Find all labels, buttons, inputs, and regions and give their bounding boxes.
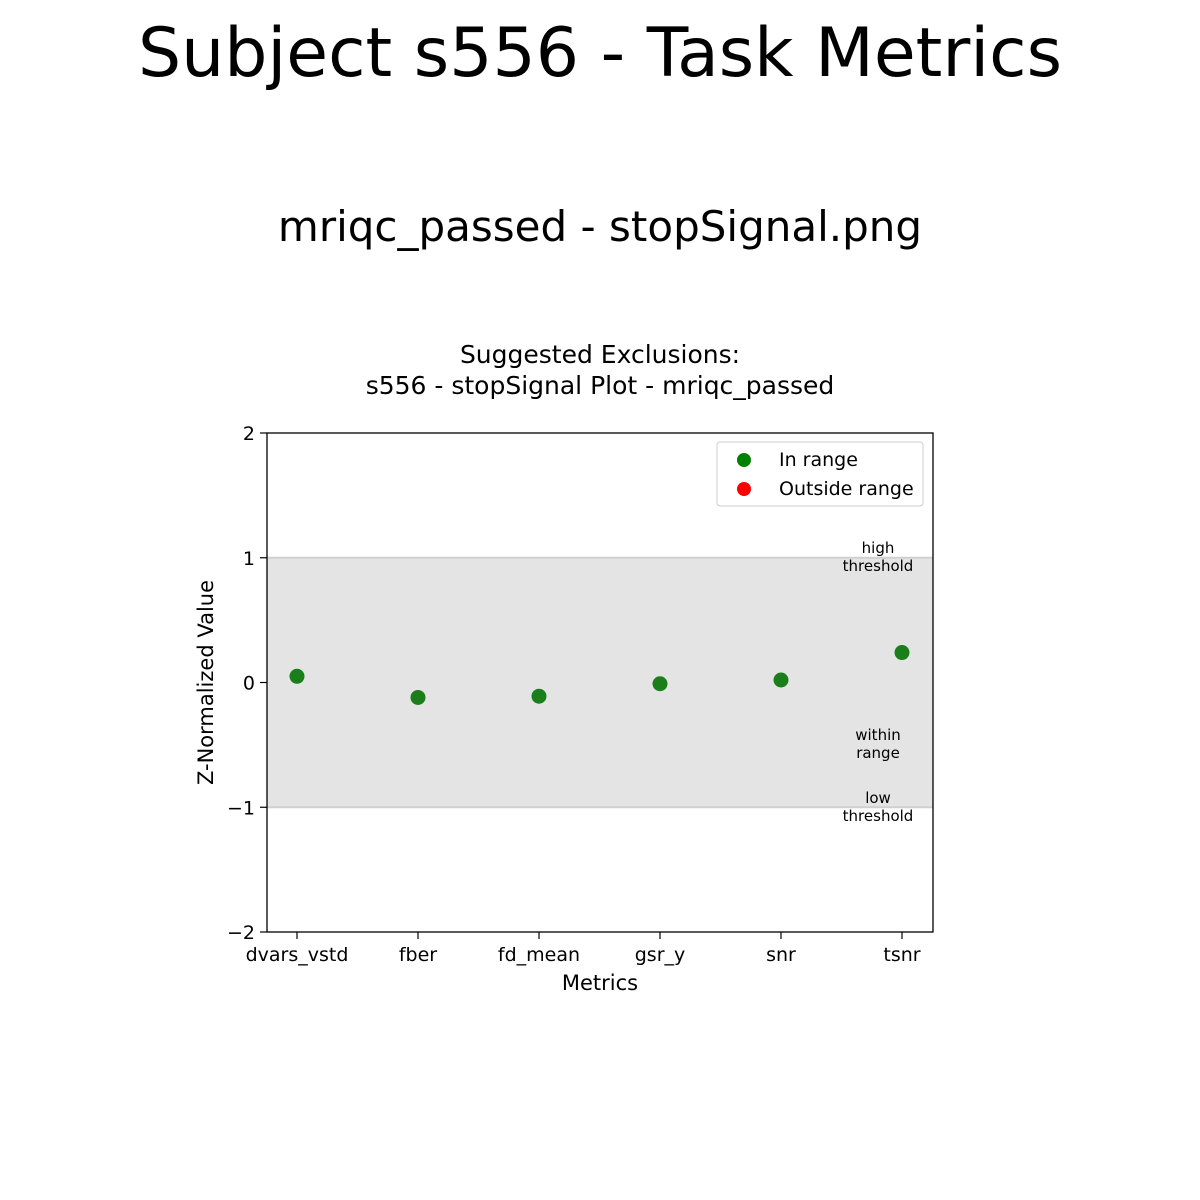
plot-file-title: mriqc_passed - stopSignal.png: [277, 202, 923, 251]
data-point-dvars_vstd: [289, 668, 305, 684]
annotation-low-1: low: [865, 789, 891, 807]
in-range-band: [267, 557, 933, 808]
chart-title-line-2: s556 - stopSignal Plot - mriqc_passed: [366, 371, 835, 400]
y-tick-label: −1: [227, 797, 255, 819]
legend-marker-outside-range: [737, 482, 751, 496]
annotation-within-2: range: [856, 744, 900, 762]
legend-marker-in-range: [737, 453, 751, 467]
legend-label-outside-range: Outside range: [779, 478, 914, 500]
x-tick-label: dvars_vstd: [246, 944, 349, 966]
x-axis: dvars_vstd fber fd_mean gsr_y snr tsnr: [246, 932, 921, 966]
x-axis-label: Metrics: [562, 971, 638, 995]
y-axis: 2 1 0 −1 −2: [227, 423, 267, 944]
x-tick-label: fber: [399, 944, 437, 966]
annotation-low-2: threshold: [843, 807, 914, 825]
annotation-high-1: high: [862, 539, 895, 557]
data-points: [289, 645, 910, 705]
y-tick-label: −2: [227, 922, 255, 944]
plot-frame: [266, 432, 934, 933]
x-tick-label: snr: [766, 944, 796, 966]
legend: In range Outside range: [716, 441, 924, 507]
page-title: Subject s556 - Task Metrics: [137, 14, 1062, 93]
data-point-tsnr: [894, 645, 910, 661]
annotation-within-1: within: [855, 726, 901, 744]
legend-box: [716, 441, 924, 507]
data-point-gsr_y: [652, 676, 668, 692]
x-tick-label: tsnr: [883, 944, 920, 966]
chart-title-line-1: Suggested Exclusions:: [460, 340, 740, 369]
legend-label-in-range: In range: [779, 449, 858, 471]
x-tick-label: gsr_y: [635, 944, 686, 966]
data-point-fber: [410, 689, 426, 705]
annotation-high-2: threshold: [843, 557, 914, 575]
data-point-fd_mean: [531, 688, 547, 704]
y-tick-label: 2: [243, 423, 255, 445]
x-tick-label: fd_mean: [498, 944, 580, 966]
y-tick-label: 1: [243, 548, 255, 570]
data-point-snr: [773, 672, 789, 688]
y-tick-label: 0: [243, 673, 255, 695]
y-axis-label: Z-Normalized Value: [194, 580, 218, 785]
